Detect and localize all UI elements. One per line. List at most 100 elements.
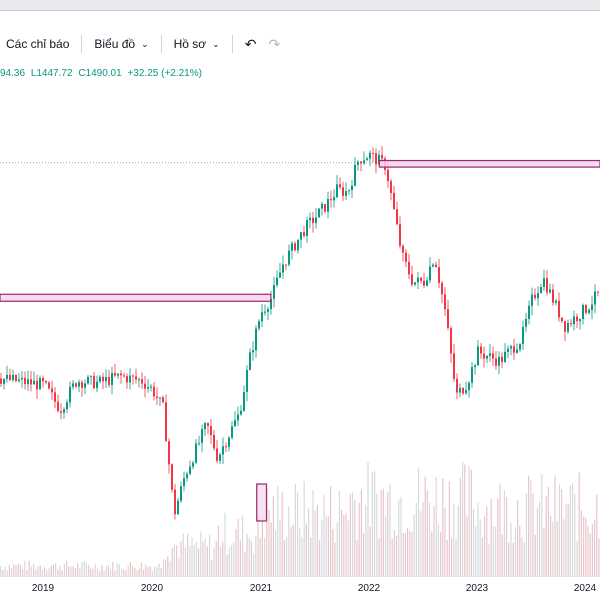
candle-body (231, 426, 233, 438)
volume-bar (466, 515, 468, 576)
candle-body (267, 309, 269, 312)
volume-bar (596, 494, 598, 576)
candle-body (111, 373, 113, 385)
volume-bar (68, 566, 70, 576)
candle-body (207, 423, 209, 426)
volume-bar (6, 570, 8, 576)
candle-body (360, 161, 362, 164)
volume-bar (246, 534, 248, 576)
chart-menu-button[interactable]: Biểu đồ ⌄ (88, 33, 154, 55)
candle-body (336, 184, 338, 198)
volume-bar (431, 531, 433, 576)
indicators-button[interactable]: Các chỉ báo (0, 33, 75, 55)
volume-bar (470, 469, 472, 576)
volume-bar (22, 569, 24, 576)
volume-bar (248, 537, 250, 576)
volume-bar (352, 492, 354, 576)
volume-bar (591, 524, 593, 576)
volume-bar (103, 570, 105, 576)
volume-bar (345, 513, 347, 576)
volume-bar (233, 542, 235, 576)
candle-body (573, 316, 575, 325)
candle-body (168, 441, 170, 465)
time-axis[interactable]: 2019 2020 2021 2022 2023 2024 (0, 576, 600, 601)
profile-menu-button[interactable]: Hồ sơ ⌄ (168, 33, 226, 55)
volume-bar (259, 537, 261, 576)
candle-body (450, 327, 452, 354)
candle-body (588, 309, 590, 313)
candle-body (462, 388, 464, 394)
volume-bar (4, 566, 6, 576)
undo-button[interactable]: ↶ (239, 33, 263, 55)
volume-bar (400, 497, 402, 576)
candle-body (150, 386, 152, 388)
candle-body (534, 294, 536, 299)
candle-body (441, 282, 443, 295)
candle-body (105, 377, 107, 382)
volume-bar (182, 533, 184, 576)
candle-body (525, 318, 527, 327)
candle-body (54, 392, 56, 402)
volume-bar (195, 541, 197, 576)
volume-bar (380, 490, 382, 576)
volume-bar (110, 569, 112, 576)
volume-bar (429, 502, 431, 576)
volume-bar (556, 521, 558, 576)
volume-bar (165, 559, 167, 576)
volume-bar (558, 484, 560, 576)
legend-high: 94.36 (0, 68, 26, 79)
volume-bar (561, 489, 563, 576)
volume-bar (193, 544, 195, 576)
candle-body (429, 266, 431, 281)
volume-bar (308, 508, 310, 576)
price-chart-canvas[interactable] (0, 80, 600, 576)
candle-body (0, 378, 2, 384)
volume-bar (2, 569, 4, 576)
volume-bar (79, 568, 81, 576)
volume-bar (569, 485, 571, 576)
volume-bar (554, 475, 556, 576)
candle-body (3, 378, 5, 384)
volume-bar (528, 475, 530, 576)
volume-bar (250, 541, 252, 576)
candle-body (72, 383, 74, 387)
candle-body (363, 160, 365, 164)
volume-bar (374, 471, 376, 576)
redo-button[interactable]: ↷ (262, 33, 286, 55)
candle-body (543, 278, 545, 287)
candle-body (99, 376, 101, 382)
candle-body (309, 217, 311, 221)
candle-body (585, 304, 587, 313)
volume-bar (459, 477, 461, 576)
volume-bar (114, 570, 116, 576)
x-tick-label: 2024 (573, 583, 597, 594)
candle-body (438, 267, 440, 283)
candle-body (426, 280, 428, 286)
volume-bar (92, 568, 94, 576)
candle-body (366, 158, 368, 161)
volume-bar (118, 564, 120, 576)
volume-bar (275, 530, 277, 576)
volume-bar (437, 523, 439, 576)
candle-body (483, 353, 485, 359)
candle-body (480, 346, 482, 354)
candle-body (96, 381, 98, 389)
candle-body (189, 466, 191, 474)
candle-body (132, 375, 134, 377)
volume-bar (415, 502, 417, 576)
candle-body (282, 264, 284, 273)
candle-body (417, 277, 419, 283)
redo-icon: ↷ (268, 35, 281, 52)
candle-body (402, 245, 404, 253)
volume-bar (574, 494, 576, 576)
candle-body (348, 190, 350, 192)
volume-bar (261, 519, 263, 576)
volume-bar (112, 561, 114, 576)
volume-bar (552, 521, 554, 576)
volume-bar (66, 560, 68, 576)
candle-body (489, 353, 491, 356)
candle-body (372, 152, 374, 154)
candle-body (81, 382, 83, 388)
candle-body (447, 309, 449, 328)
volume-bar (255, 535, 257, 576)
